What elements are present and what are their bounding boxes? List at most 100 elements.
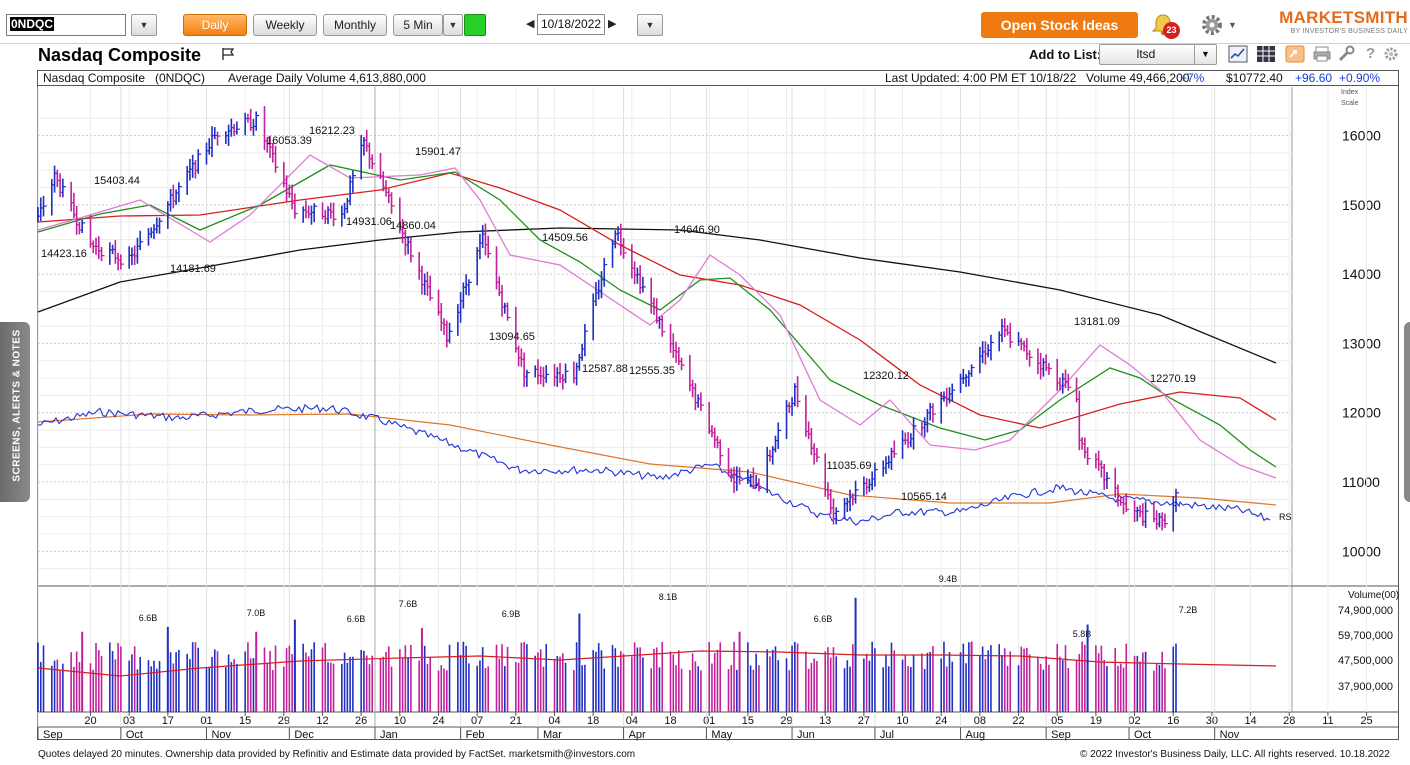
settings-gear-icon[interactable]	[1199, 12, 1225, 38]
x-day-label: 29	[780, 715, 792, 727]
monthly-button[interactable]: Monthly	[323, 14, 387, 36]
volume-bars	[37, 641, 1177, 712]
weekly-button[interactable]: Weekly	[253, 14, 317, 36]
page-title: Nasdaq Composite	[38, 45, 202, 65]
ma-10-line	[37, 154, 1277, 479]
symbol-dropdown-button[interactable]: ▼	[131, 14, 157, 36]
x-day-label: 07	[471, 715, 483, 727]
tools-icon[interactable]	[1337, 45, 1357, 63]
price-annotation: 12270.19	[1150, 373, 1196, 385]
volume-annotation: 6.6B	[139, 613, 158, 623]
x-day-label: 20	[84, 715, 96, 727]
x-day-label: 10	[896, 715, 908, 727]
export-icon[interactable]	[1285, 45, 1305, 63]
x-day-label: 27	[858, 715, 870, 727]
x-day-label: 22	[1012, 715, 1024, 727]
index-scale-label: Index	[1341, 89, 1359, 96]
date-input[interactable]: 10/18/2022	[537, 14, 605, 35]
volume-annotation: 9.4B	[939, 574, 958, 584]
price-annotation: 12587.88	[582, 363, 628, 375]
volume-annotation: 7.2B	[1179, 605, 1198, 615]
ma-21-line	[37, 164, 1277, 468]
list-select[interactable]: ltsd ▼	[1099, 44, 1217, 65]
y-tick-label: 16000	[1342, 128, 1381, 144]
price-annotation: 12555.35	[629, 365, 675, 377]
intraday-dropdown-button[interactable]: ▼	[443, 14, 463, 36]
info-change-pct: +0.90%	[1339, 71, 1381, 85]
x-day-label: 30	[1206, 715, 1218, 727]
y-tick-label: 13000	[1342, 335, 1381, 351]
list-dropdown-icon[interactable]: ▼	[1194, 45, 1216, 64]
info-symbol: (0NDQC)	[155, 71, 205, 85]
price-annotation: 14646.90	[674, 224, 720, 236]
footer-disclaimer: Quotes delayed 20 minutes. Ownership dat…	[38, 749, 636, 760]
volume-annotation: 7.0B	[247, 608, 266, 618]
volume-annotation: 8.1B	[659, 592, 678, 602]
x-month-label: Nov	[1220, 729, 1240, 741]
x-day-label: 28	[1283, 715, 1295, 727]
marketsmith-logo[interactable]: MARKETSMITH BY INVESTOR'S BUSINESS DAILY	[1279, 8, 1408, 35]
price-annotation: 14181.69	[170, 263, 216, 275]
volume-annotation: 5.8B	[1073, 629, 1092, 639]
intraday-button[interactable]: 5 Min	[393, 14, 443, 36]
x-month-label: Oct	[1134, 729, 1151, 741]
help-icon[interactable]: ?	[1366, 45, 1376, 62]
x-day-label: 16	[1167, 715, 1179, 727]
price-annotation: 16053.39	[266, 135, 312, 147]
x-day-label: 26	[355, 715, 367, 727]
x-day-label: 21	[510, 715, 522, 727]
x-month-label: Aug	[966, 729, 986, 741]
x-day-label: 05	[1051, 715, 1063, 727]
add-to-list-label: Add to List:	[1029, 47, 1102, 62]
flag-icon[interactable]	[221, 47, 235, 61]
date-prev-icon[interactable]: ◀	[526, 18, 535, 30]
price-annotation: 16212.23	[309, 125, 355, 137]
volume-annotation: 6.6B	[814, 614, 833, 624]
x-day-label: 15	[239, 715, 251, 727]
chart-view-icon[interactable]	[1228, 45, 1248, 63]
open-stock-ideas-button[interactable]: Open Stock Ideas	[981, 12, 1138, 38]
grid-view-icon[interactable]	[1256, 45, 1276, 63]
x-day-label: 04	[626, 715, 638, 727]
right-panel-tab[interactable]	[1404, 322, 1410, 502]
x-month-label: Mar	[543, 729, 562, 741]
x-month-label: May	[711, 729, 732, 741]
settings-dropdown-icon[interactable]: ▼	[1228, 20, 1237, 30]
daily-button[interactable]: Daily	[183, 14, 247, 36]
x-day-label: 08	[974, 715, 986, 727]
ma-50-line	[37, 172, 1277, 429]
x-day-label: 01	[703, 715, 715, 727]
price-annotation: 11035.69	[826, 460, 871, 472]
date-next-icon[interactable]: ▶	[608, 18, 617, 30]
print-icon[interactable]	[1312, 45, 1332, 63]
x-month-label: Oct	[126, 729, 143, 741]
price-annotation: 14423.16	[41, 248, 87, 260]
info-change: +96.60	[1295, 71, 1333, 85]
settings-small-icon[interactable]	[1381, 45, 1401, 63]
x-day-label: 19	[1090, 715, 1102, 727]
symbol-input[interactable]: 0NDQC	[6, 14, 126, 36]
info-avg-volume: Average Daily Volume 4,613,880,000	[228, 71, 426, 85]
price-annotation: 14860.04	[390, 220, 436, 232]
x-day-label: 11	[1322, 715, 1333, 727]
info-name: Nasdaq Composite	[43, 71, 146, 85]
x-day-label: 10	[394, 715, 406, 727]
y-tick-label: 10000	[1342, 543, 1381, 559]
x-day-label: 02	[1128, 715, 1140, 727]
live-status-icon[interactable]	[464, 14, 486, 36]
price-annotation: 15901.47	[415, 146, 461, 158]
price-annotation: 14931.06	[346, 216, 392, 228]
price-annotation: 14509.56	[542, 232, 588, 244]
footer-copyright: © 2022 Investor's Business Daily, LLC. A…	[1080, 749, 1390, 760]
screens-alerts-notes-tab[interactable]	[0, 322, 30, 502]
volume-tick-label: 37,900,000	[1338, 681, 1393, 693]
y-tick-label: 15000	[1342, 197, 1381, 213]
date-dropdown-button[interactable]: ▼	[637, 14, 663, 36]
x-day-label: 15	[742, 715, 754, 727]
x-day-label: 24	[432, 715, 444, 727]
volume-label: Volume(00)	[1348, 590, 1399, 601]
rs-label: RS	[1279, 512, 1292, 522]
x-day-label: 29	[278, 715, 290, 727]
x-day-label: 18	[664, 715, 676, 727]
